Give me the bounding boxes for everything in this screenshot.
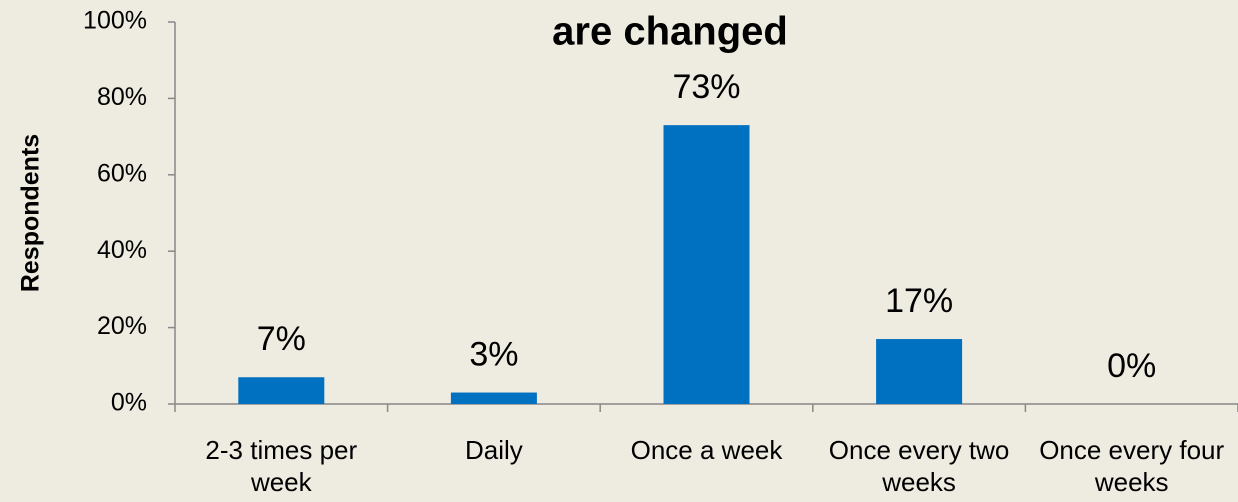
y-tick-label: 40% [97,236,147,264]
bar [238,377,325,404]
bar [450,392,537,404]
x-tick-label: Once a week [630,435,783,465]
chart-title: are changed [552,10,788,54]
y-tick-label: 100% [83,7,147,35]
y-tick-label: 80% [97,83,147,111]
bar [876,339,963,404]
bar [663,125,750,404]
x-tick-label: 2-3 times per week [205,435,358,497]
data-label: 73% [672,68,740,106]
y-tick-label: 0% [111,389,147,417]
y-axis-label: Respondents [17,134,45,292]
y-tick-label: 20% [97,312,147,340]
y-tick-label: 60% [97,159,147,187]
data-label: 7% [257,320,306,358]
x-tick-label: Daily [464,435,523,465]
x-tick-label: Once every four weeks [1039,435,1225,497]
x-tick-label: Once every two weeks [828,435,1010,497]
data-label: 0% [1107,347,1156,385]
data-label: 17% [885,282,953,320]
data-label: 3% [469,336,518,374]
